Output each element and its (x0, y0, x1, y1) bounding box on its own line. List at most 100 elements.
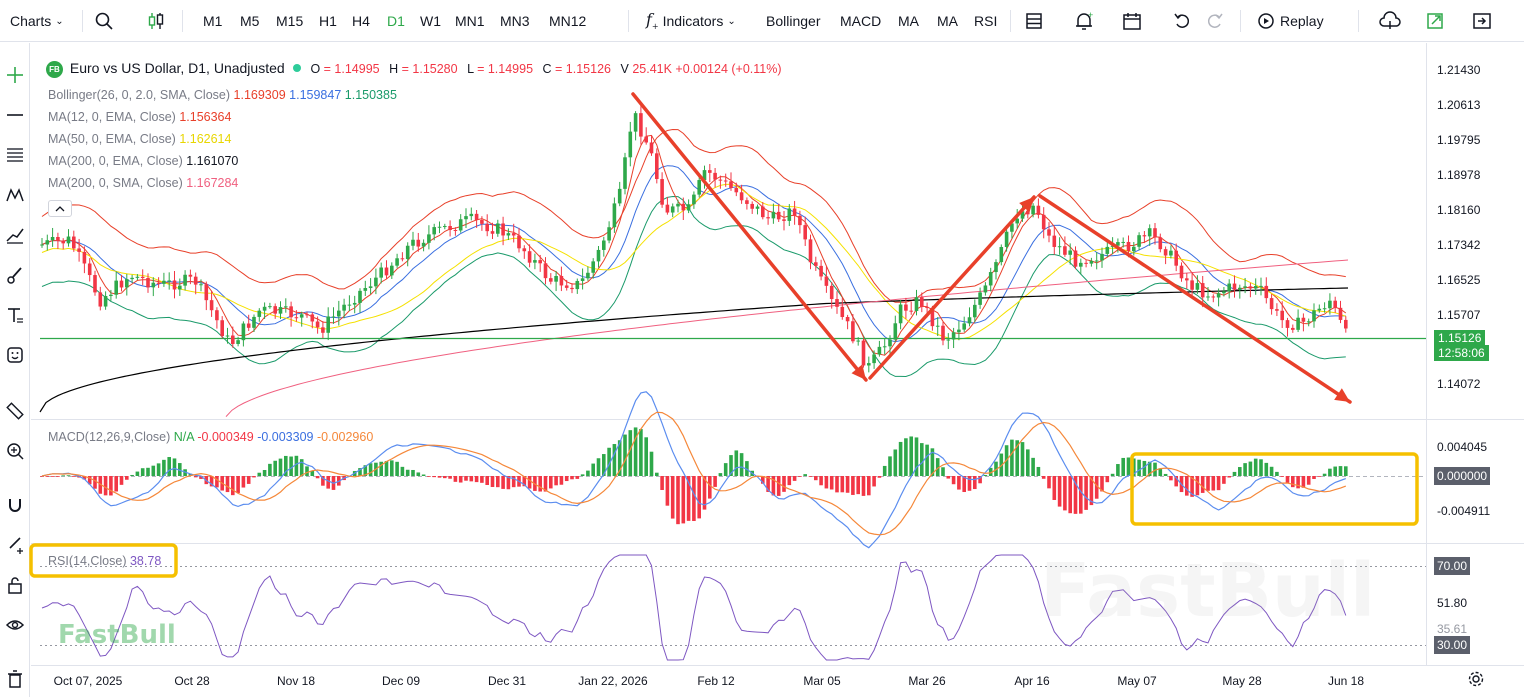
candle-body (480, 220, 484, 224)
candle-body (872, 354, 876, 364)
candle-body (1147, 228, 1152, 237)
layout-icon[interactable] (1024, 0, 1044, 42)
ruler-icon[interactable] (3, 399, 27, 423)
calendar-icon[interactable] (1121, 0, 1143, 42)
emoji-icon[interactable] (3, 343, 27, 367)
indicator-ma-1[interactable]: MA (898, 13, 919, 29)
alert-icon[interactable]: + (1073, 0, 1095, 42)
text-icon[interactable] (3, 303, 27, 327)
ma12-legend[interactable]: MA(12, 0, EMA, Close) 1.156364 (48, 110, 231, 124)
fib-retracement-icon[interactable] (3, 143, 27, 167)
macd-histogram-bar (1211, 476, 1216, 491)
search-icon[interactable] (94, 0, 114, 42)
redo-icon[interactable] (1205, 0, 1225, 42)
magnet-icon[interactable] (3, 493, 27, 517)
candle-body (1041, 214, 1046, 230)
timeframe-h1[interactable]: H1 (319, 13, 337, 29)
macd-histogram-bar (1010, 439, 1014, 476)
candle-body (787, 208, 792, 221)
ma50-legend[interactable]: MA(50, 0, EMA, Close) 1.162614 (48, 132, 231, 146)
indicators-label: Indicators (662, 13, 724, 29)
time-axis-label: May 28 (1222, 674, 1262, 688)
indicator-ma-2[interactable]: MA (937, 13, 958, 29)
candle-body (246, 323, 251, 328)
fullscreen-icon[interactable] (1472, 0, 1492, 42)
share-icon[interactable] (1425, 0, 1445, 42)
candle-body (1084, 262, 1088, 264)
indicators-menu[interactable]: f+ Indicators ⌄ (646, 0, 736, 42)
macd-histogram-bar (988, 467, 993, 476)
macd-histogram-bar (1153, 462, 1157, 476)
macd-legend[interactable]: MACD(12,26,9,Close) N/A -0.000349 -0.003… (48, 430, 373, 444)
bollinger-legend[interactable]: Bollinger(26, 0, 2.0, SMA, Close) 1.1693… (48, 88, 397, 102)
candle-body (1036, 205, 1041, 215)
visibility-icon[interactable] (3, 613, 27, 637)
timeframe-m1[interactable]: M1 (203, 13, 223, 29)
undo-icon[interactable] (1172, 0, 1192, 42)
timeframe-mn1[interactable]: MN1 (455, 13, 485, 29)
candle-body (130, 277, 134, 280)
candle-body (533, 260, 537, 263)
candle-body (427, 234, 431, 243)
sma200-legend[interactable]: MA(200, 0, SMA, Close) 1.167284 (48, 176, 238, 190)
charts-menu[interactable]: Charts ⌄ (10, 0, 64, 42)
trend-line-icon[interactable] (3, 103, 27, 127)
candle-body (1216, 293, 1221, 298)
candle-body (193, 276, 198, 285)
macd-histogram-bar (1344, 466, 1348, 476)
timeframe-w1[interactable]: W1 (420, 13, 441, 29)
draw-mode-icon[interactable] (3, 533, 27, 557)
zoom-in-icon[interactable] (3, 439, 27, 463)
macd-histogram-bar (761, 476, 765, 484)
rsi-legend[interactable]: RSI(14,Close) 38.78 (48, 554, 161, 568)
ma12-legend-name: MA(12, 0, EMA, Close) (48, 110, 176, 124)
candle-body (734, 188, 739, 193)
timeframe-mn12[interactable]: MN12 (549, 13, 587, 29)
pattern-icon[interactable] (3, 183, 27, 207)
timeframe-mn3[interactable]: MN3 (500, 13, 530, 29)
macd-histogram-bar (586, 470, 590, 476)
candle-body (167, 280, 171, 282)
open-label: O (310, 62, 321, 76)
timeframe-d1[interactable]: D1 (387, 13, 405, 29)
indicator-rsi[interactable]: RSI (974, 13, 998, 29)
down-arrow-2 (1038, 194, 1352, 404)
timeframe-m15[interactable]: M15 (276, 13, 304, 29)
forecast-icon[interactable] (3, 223, 27, 247)
macd-histogram-bar (660, 476, 664, 491)
bollinger-lower-line (41, 195, 1346, 378)
candle-body (337, 310, 341, 317)
macd-histogram-bar (930, 448, 935, 476)
indicator-bollinger[interactable]: Bollinger (766, 13, 821, 29)
macd-histogram-bar (1216, 476, 1221, 491)
timeframe-h4[interactable]: H4 (352, 13, 370, 29)
macd-histogram-bar (1322, 473, 1327, 476)
candle-body (564, 285, 569, 288)
candle-type-icon[interactable] (145, 0, 167, 42)
candle-body (1020, 211, 1025, 219)
macd-histogram-bar (723, 463, 728, 476)
brush-icon[interactable] (3, 263, 27, 287)
settings-icon[interactable] (1467, 670, 1485, 693)
macd-histogram-bar (1248, 461, 1253, 476)
collapse-legend-button[interactable] (48, 200, 72, 217)
macd-histogram-bar (231, 476, 235, 496)
cloud-icon[interactable] (1378, 0, 1402, 42)
macd-histogram-bar (453, 476, 458, 482)
crosshair-icon[interactable] (3, 63, 27, 87)
candle-body (284, 306, 288, 308)
lock-icon[interactable] (3, 573, 27, 597)
bollinger-lower-value: 1.150385 (344, 88, 397, 102)
candle-body (299, 314, 304, 318)
indicator-macd[interactable]: MACD (840, 13, 882, 29)
timeframe-m5[interactable]: M5 (240, 13, 260, 29)
ema200-legend[interactable]: MA(200, 0, EMA, Close) 1.161070 (48, 154, 238, 168)
candle-body (559, 275, 564, 286)
trash-icon[interactable] (3, 667, 27, 691)
candle-body (1079, 262, 1083, 267)
function-icon: f+ (646, 10, 659, 32)
replay-button[interactable]: Replay (1256, 0, 1324, 42)
candle-body (649, 142, 654, 154)
macd-histogram-bar (119, 476, 124, 485)
